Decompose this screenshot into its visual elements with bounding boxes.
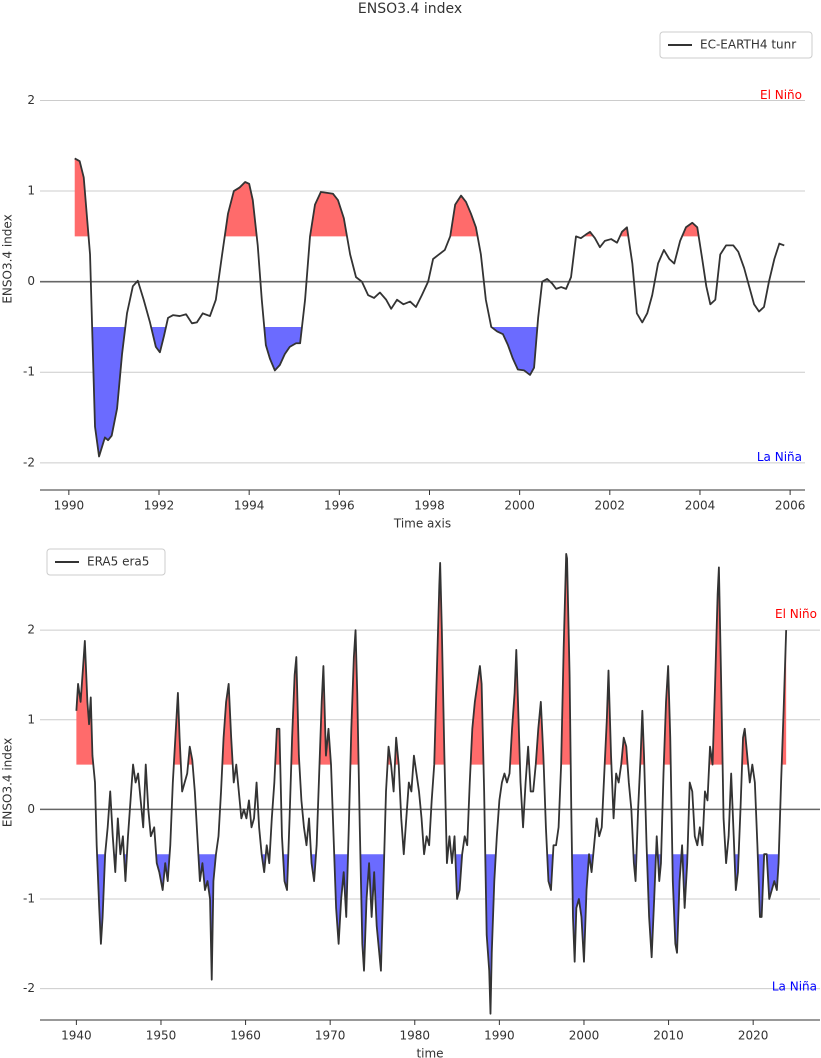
x-tick-label: 1950 (146, 1029, 177, 1043)
x-axis-label: time (416, 1047, 443, 1058)
x-tick-label: 1980 (399, 1029, 430, 1043)
el-nino-fill (781, 630, 787, 765)
y-tick-label: -1 (23, 365, 35, 379)
el-nino-fill (76, 640, 94, 765)
x-tick-label: 1998 (414, 499, 445, 513)
la-nina-fill (646, 854, 656, 958)
el-nino-fill (619, 227, 629, 237)
y-tick-label: -1 (23, 892, 35, 906)
el-nino-fill (434, 562, 445, 765)
legend-box (46, 548, 166, 576)
x-axis-label: Time axis (393, 517, 451, 531)
x-tick-label: 2000 (569, 1029, 600, 1043)
annotation: La Niña (772, 979, 817, 993)
la-nina-fill (156, 854, 170, 891)
el-nino-fill (310, 191, 347, 237)
x-tick-label: 1940 (61, 1029, 92, 1043)
el-nino-fill (291, 657, 300, 765)
el-nino-fill (682, 222, 699, 237)
series-line (74, 157, 785, 458)
el-nino-fill (74, 158, 89, 237)
x-tick-label: 1970 (315, 1029, 346, 1043)
el-nino-fill (470, 665, 484, 765)
el-nino-fill (450, 195, 478, 237)
y-axis-label: ENSO3.4 index (1, 214, 15, 303)
el-nino-fill (712, 567, 723, 765)
x-tick-label: 2006 (775, 499, 806, 513)
el-nino-fill (222, 683, 233, 765)
el-nino-fill (350, 630, 359, 765)
la-nina-fill (766, 854, 779, 900)
x-tick-label: 2000 (504, 499, 535, 513)
la-nina-fill (491, 326, 538, 375)
x-tick-label: 2010 (653, 1029, 684, 1043)
y-tick-label: 0 (27, 802, 35, 816)
annotation: El Niño (760, 88, 802, 102)
el-nino-fill (621, 737, 628, 765)
legend-label: ERA5 era5 (87, 555, 149, 569)
y-tick-label: 0 (27, 274, 35, 288)
x-tick-label: 2002 (595, 499, 626, 513)
x-tick-label: 2004 (685, 499, 716, 513)
x-tick-label: 1990 (54, 499, 85, 513)
annotation: La Niña (757, 450, 802, 464)
y-tick-label: -2 (23, 981, 35, 995)
legend: ERA5 era5 (46, 548, 166, 576)
x-tick-label: 1992 (144, 499, 175, 513)
annotation: El Niño (775, 607, 817, 621)
y-tick-label: 1 (27, 712, 35, 726)
series-line (75, 553, 788, 1015)
la-nina-fill (151, 326, 166, 353)
la-nina-fill (757, 854, 765, 917)
y-tick-label: 2 (27, 93, 35, 107)
y-tick-label: -2 (23, 455, 35, 469)
legend-label: EC-EARTH4 tunr (700, 38, 796, 52)
x-tick-label: 1960 (230, 1029, 261, 1043)
la-nina-fill (92, 326, 126, 457)
x-tick-label: 1990 (484, 1029, 515, 1043)
y-tick-label: 1 (27, 184, 35, 198)
x-tick-label: 2020 (738, 1029, 769, 1043)
figure-title: ENSO3.4 index (358, 1, 462, 17)
x-tick-label: 1996 (324, 499, 355, 513)
x-tick-label: 1994 (234, 499, 265, 513)
legend: EC-EARTH4 tunr (659, 31, 813, 59)
y-axis-label: ENSO3.4 index (1, 738, 15, 827)
la-nina-fill (97, 854, 106, 944)
el-nino-fill (561, 553, 571, 765)
la-nina-fill (264, 326, 302, 371)
y-tick-label: 2 (27, 623, 35, 637)
legend-box (659, 31, 813, 59)
